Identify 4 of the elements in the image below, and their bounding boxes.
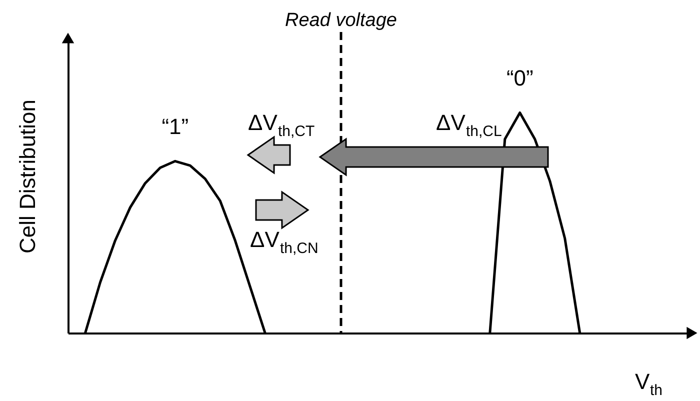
series-label: “0” bbox=[506, 66, 534, 91]
series-label: “1” bbox=[162, 114, 189, 140]
text: Read voltage bbox=[285, 10, 397, 31]
y-axis-title: Cell Distribution bbox=[15, 99, 40, 254]
